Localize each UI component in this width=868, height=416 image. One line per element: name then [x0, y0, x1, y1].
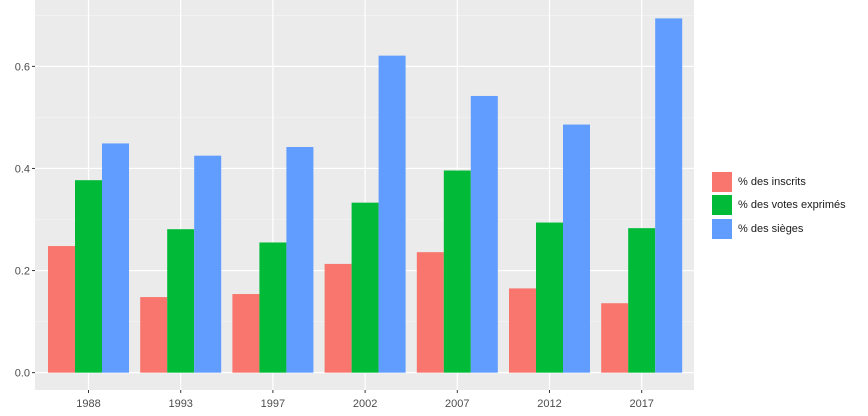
bar-2002-series-1 [351, 202, 379, 373]
bar-1997-series-1 [259, 242, 287, 373]
bar-2017-series-1 [628, 228, 656, 373]
legend-label-votes-exprimes: % des votes exprimés [738, 199, 846, 212]
axes: 0.0 0.2 0.4 0.6 1988 1993 1997 2002 2007 2012 2017 [15, 61, 654, 410]
legend-item-votes-exprimes: % des votes exprimés [712, 194, 846, 218]
x-tick-label-1: 1993 [168, 398, 192, 410]
legend-key-votes-exprimes [712, 195, 732, 216]
bar-2007-series-0 [416, 252, 444, 373]
bar-2017-series-2 [655, 18, 683, 373]
x-tick-label-5: 2012 [537, 398, 561, 410]
bar-1993-series-0 [140, 297, 168, 373]
bar-2007-series-1 [443, 170, 471, 373]
legend-label-sieges: % des sièges [738, 222, 804, 235]
legend-item-sieges: % des sièges [712, 217, 846, 241]
y-tick-label-1: 0.2 [15, 266, 30, 278]
x-tick-label-4: 2007 [445, 398, 469, 410]
x-tick-label-6: 2017 [629, 398, 653, 410]
bar-1993-series-1 [167, 229, 195, 373]
bar-2012-series-1 [536, 222, 563, 373]
bars [48, 18, 683, 373]
legend-label-inscrits: % des inscrits [738, 175, 806, 188]
legend-key-inscrits [712, 171, 732, 192]
legend-key-sieges [712, 218, 732, 239]
bar-2007-series-2 [470, 95, 498, 373]
bar-2012-series-0 [509, 288, 536, 373]
bar-1997-series-0 [232, 294, 260, 373]
bar-2002-series-2 [378, 55, 406, 373]
y-tick-label-0: 0.0 [15, 368, 30, 380]
bar-1988-series-1 [75, 180, 102, 373]
bar-2012-series-2 [563, 124, 590, 373]
legend: % des inscrits % des votes exprimés % de… [712, 170, 846, 241]
bar-1988-series-2 [102, 143, 129, 373]
x-tick-label-0: 1988 [76, 398, 100, 410]
y-tick-label-2: 0.4 [15, 163, 30, 175]
x-tick-label-2: 1997 [261, 398, 285, 410]
bar-1993-series-2 [194, 155, 222, 373]
bar-1988-series-0 [48, 246, 75, 373]
y-tick-label-3: 0.6 [15, 61, 30, 73]
bar-2017-series-0 [601, 303, 629, 373]
bar-2002-series-0 [324, 263, 352, 373]
legend-item-inscrits: % des inscrits [712, 170, 846, 194]
bar-1997-series-2 [286, 147, 314, 373]
x-tick-label-3: 2002 [353, 398, 377, 410]
